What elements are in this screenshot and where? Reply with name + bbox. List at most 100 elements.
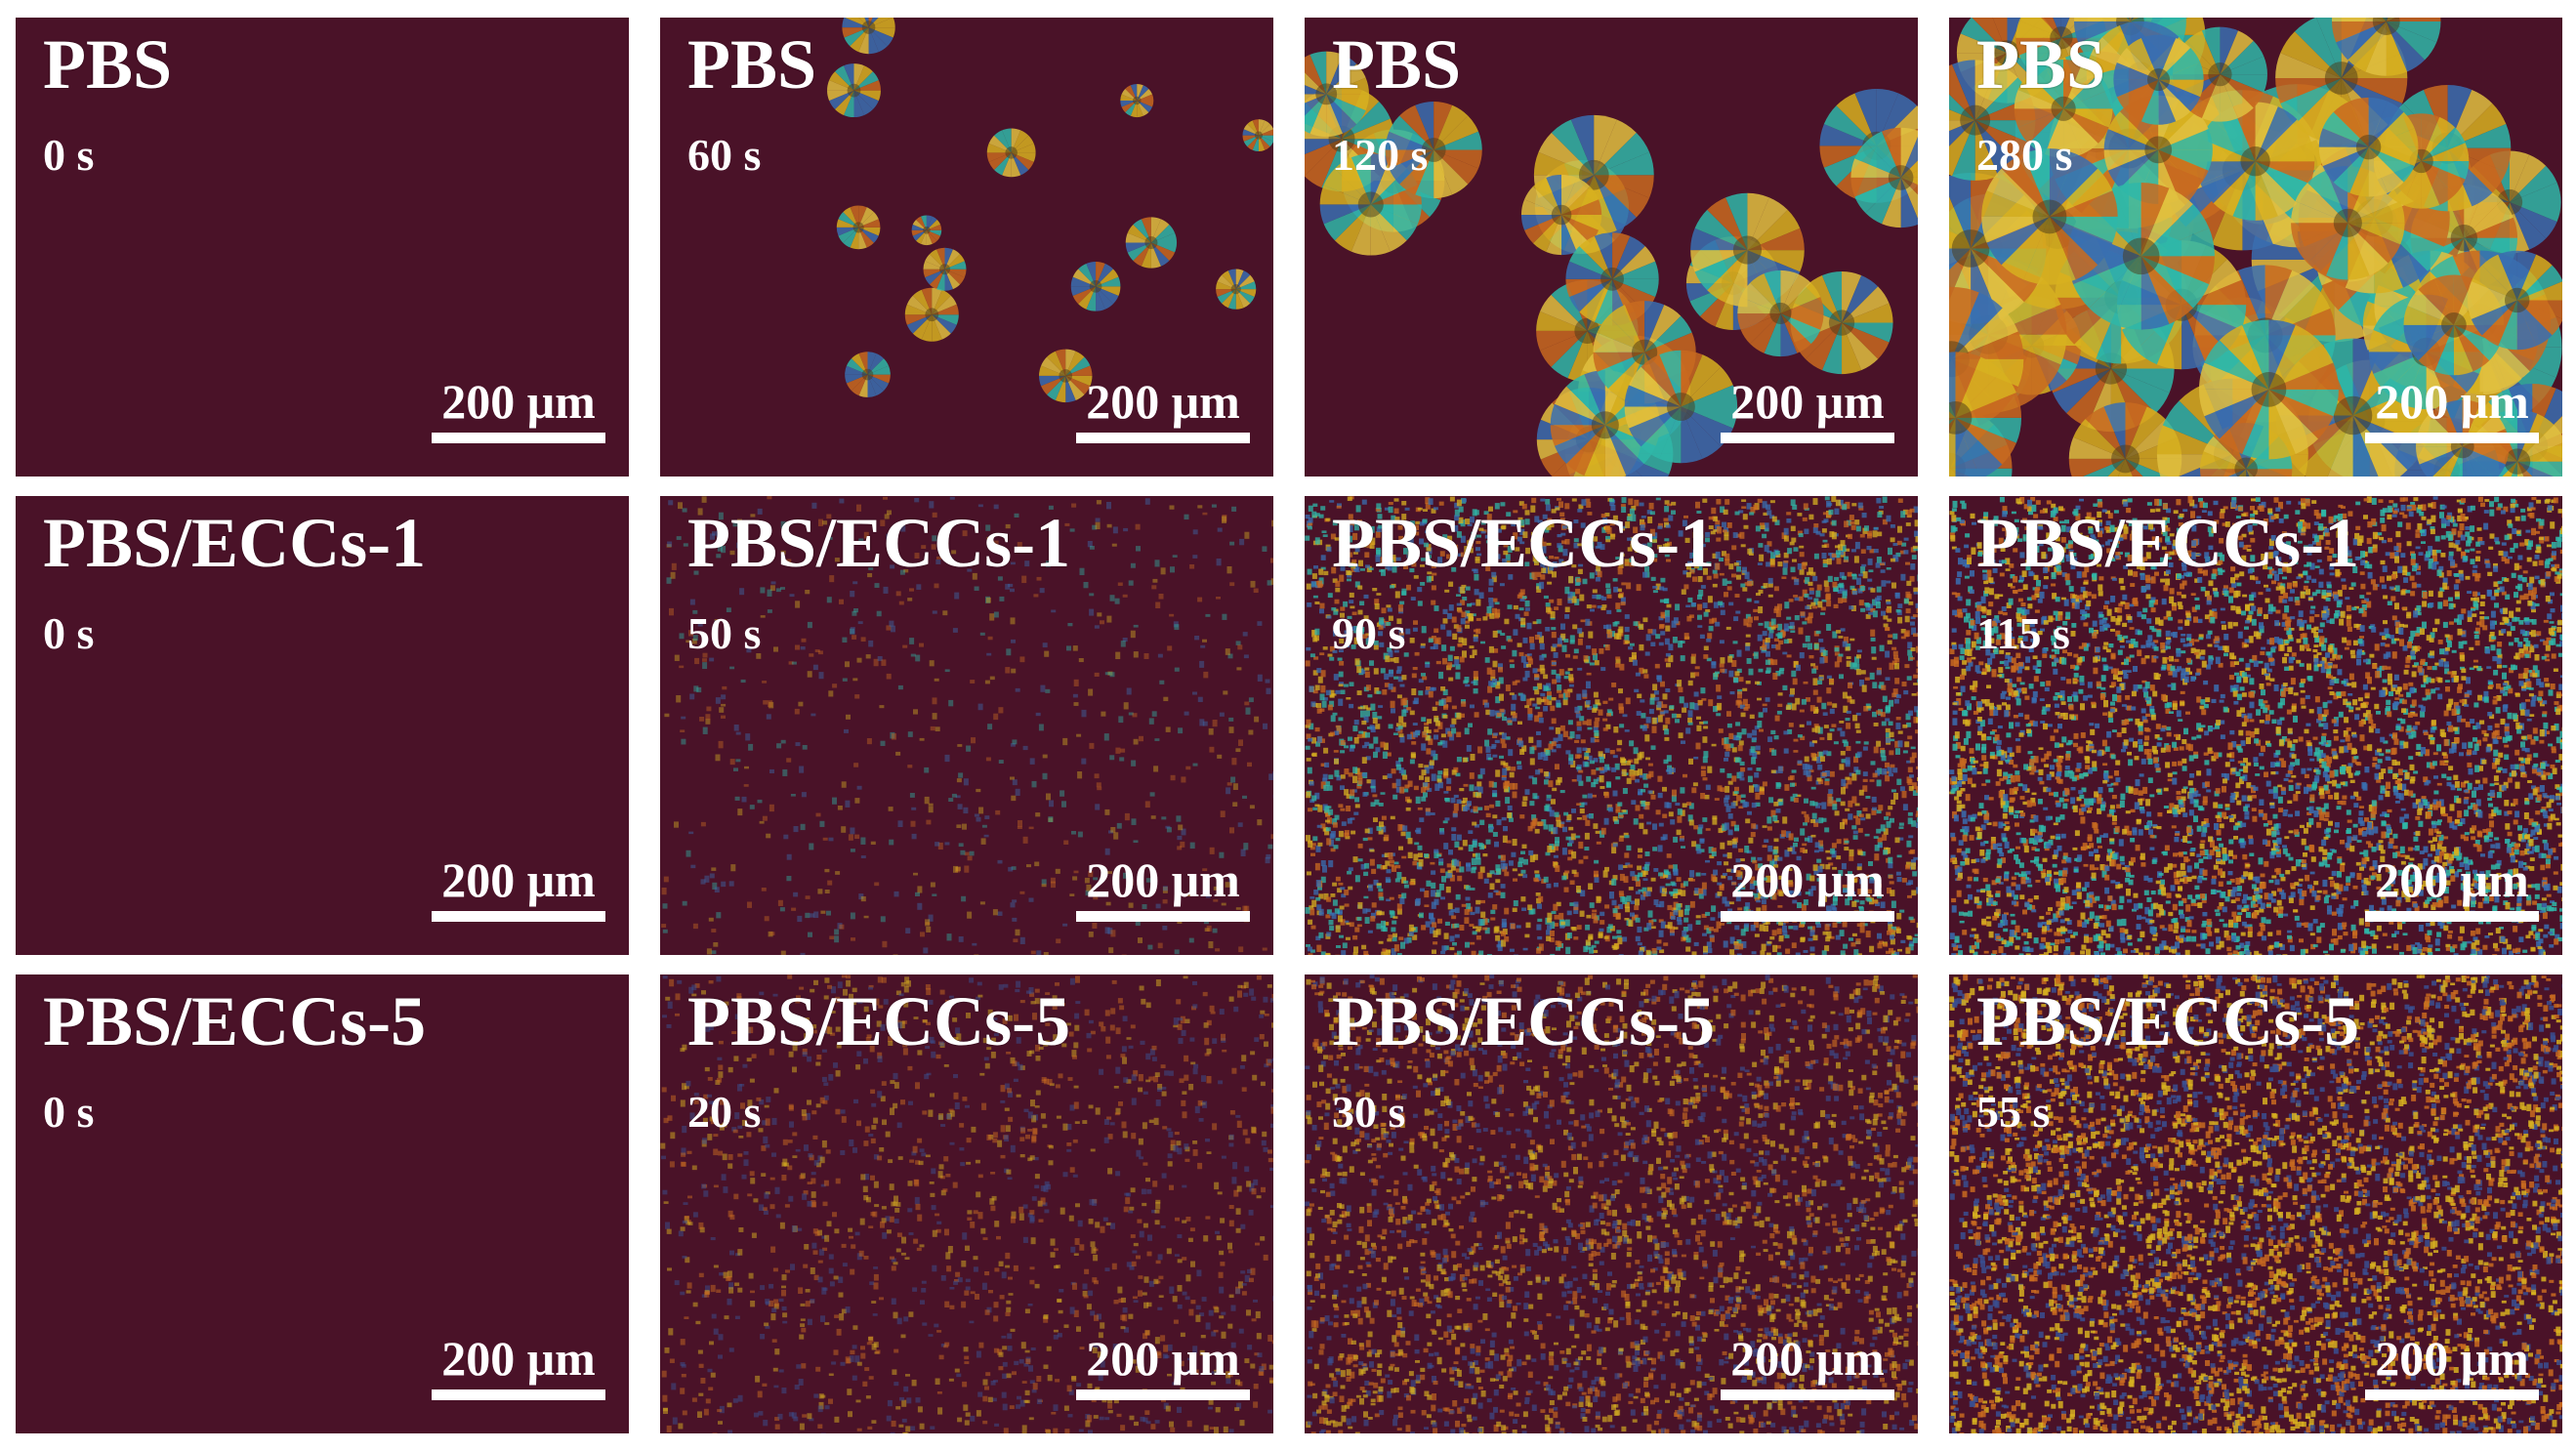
spherulite: [2332, 18, 2441, 76]
spherulite: [1690, 192, 1805, 308]
micrograph-image: [1305, 18, 1918, 477]
spherulite: [986, 128, 1036, 178]
sample-label: PBS/ECCs-5: [687, 986, 1070, 1057]
spherulite: [2291, 166, 2405, 280]
scale-bar: [1721, 911, 1894, 922]
crystal-texture: [1305, 974, 1918, 1433]
scale-bar-label: 200 μm: [2365, 1334, 2539, 1383]
sample-label: PBS/ECCs-1: [687, 508, 1070, 578]
sample-label: PBS/ECCs-5: [43, 986, 426, 1057]
spherulite: [2198, 319, 2339, 460]
sample-label: PBS/ECCs-1: [1976, 508, 2359, 578]
micrograph-image: [16, 496, 629, 955]
spherulite: [1216, 269, 1257, 310]
spherulite: [2113, 34, 2204, 125]
spherulite: [923, 247, 967, 291]
micrograph-image: [1949, 974, 2562, 1433]
sample-label: PBS/ECCs-1: [43, 508, 426, 578]
sample-label: PBS/ECCs-5: [1332, 986, 1715, 1057]
crystal-texture: [1949, 496, 2562, 955]
spherulite: [2014, 59, 2113, 158]
scale-bar-label: 200 μm: [1076, 855, 1250, 904]
panel-pbs-0s: PBS 0 s 200 μm: [16, 18, 629, 477]
panel-pbs-eccs1-90s: PBS/ECCs-1 90 s 200 μm: [1305, 496, 1918, 955]
panel-pbs-60s: PBS 60 s 200 μm: [660, 18, 1273, 477]
time-label: 0 s: [43, 611, 94, 656]
panel-pbs-eccs5-0s: PBS/ECCs-5 0 s 200 μm: [16, 974, 629, 1433]
time-label: 90 s: [1332, 611, 1405, 656]
scale-bar: [1721, 433, 1894, 443]
time-label: 30 s: [1332, 1090, 1405, 1135]
sample-label: PBS: [1332, 29, 1461, 100]
time-label: 280 s: [1976, 133, 2072, 178]
scale-bar: [1076, 911, 1250, 922]
micrograph-image: [660, 974, 1273, 1433]
spherulite: [1070, 262, 1121, 311]
spherulite: [827, 63, 881, 118]
scale-bar-label: 200 μm: [432, 1334, 605, 1383]
spherulite: [1520, 174, 1602, 256]
micrograph-image: [660, 18, 1273, 477]
scale-bar: [1076, 433, 1250, 443]
scale-bar-label: 200 μm: [1721, 855, 1894, 904]
scale-bar: [432, 911, 605, 922]
spherulite: [845, 352, 891, 397]
scale-bar-label: 200 μm: [2365, 855, 2539, 904]
panel-pbs-eccs1-0s: PBS/ECCs-1 0 s 200 μm: [16, 496, 629, 955]
spherulite: [2403, 274, 2505, 376]
micrograph-image: [1305, 496, 1918, 955]
panel-pbs-eccs5-20s: PBS/ECCs-5 20 s 200 μm: [660, 974, 1273, 1433]
time-label: 0 s: [43, 133, 94, 178]
scale-bar: [432, 1389, 605, 1400]
sample-label: PBS: [1976, 29, 2105, 100]
spherulite: [1949, 352, 2022, 477]
spherulite: [1039, 349, 1093, 403]
scale-bar-label: 200 μm: [1076, 377, 1250, 426]
micrograph-image: [16, 974, 629, 1433]
crystal-texture: [1305, 496, 1918, 955]
spherulite: [1305, 51, 1369, 138]
spherulite: [1242, 119, 1273, 152]
panel-pbs-eccs5-55s: PBS/ECCs-5 55 s 200 μm: [1949, 974, 2562, 1433]
melt-background: [16, 496, 629, 955]
scale-bar: [1076, 1389, 1250, 1400]
panel-pbs-eccs5-30s: PBS/ECCs-5 30 s 200 μm: [1305, 974, 1918, 1433]
spherulite: [1949, 60, 2036, 181]
panel-pbs-120s: PBS 120 s 200 μm: [1305, 18, 1918, 477]
spherulite: [1624, 350, 1738, 464]
melt-background: [16, 974, 629, 1433]
micrograph-image: [1949, 18, 2562, 477]
micrograph-image: [1305, 974, 1918, 1433]
panel-pbs-280s: PBS 280 s 200 μm: [1949, 18, 2562, 477]
time-label: 0 s: [43, 1090, 94, 1135]
micrograph-image: [660, 496, 1273, 955]
micrograph-image: [1949, 496, 2562, 955]
spherulite: [1125, 217, 1178, 269]
spherulite: [2068, 402, 2182, 477]
spherulite: [842, 18, 895, 55]
time-label: 120 s: [1332, 133, 1428, 178]
time-label: 50 s: [687, 611, 761, 656]
scale-bar: [432, 433, 605, 443]
scale-bar: [2365, 911, 2539, 922]
sample-label: PBS/ECCs-1: [1332, 508, 1715, 578]
spherulite: [1120, 84, 1154, 118]
time-label: 60 s: [687, 133, 761, 178]
melt-background: [16, 18, 629, 477]
spherulite: [1850, 127, 1918, 228]
time-label: 55 s: [1976, 1090, 2050, 1135]
spherulite: [911, 215, 942, 246]
sample-label: PBS: [687, 29, 816, 100]
spherulite: [1737, 269, 1824, 357]
scale-bar-label: 200 μm: [432, 855, 605, 904]
spherulite: [836, 205, 881, 250]
spherulite: [2318, 97, 2419, 197]
scale-bar-label: 200 μm: [1721, 1334, 1894, 1383]
panel-pbs-eccs1-115s: PBS/ECCs-1 115 s 200 μm: [1949, 496, 2562, 955]
time-label: 20 s: [687, 1090, 761, 1135]
spherulite: [2467, 250, 2562, 351]
panel-pbs-eccs1-50s: PBS/ECCs-1 50 s 200 μm: [660, 496, 1273, 955]
sample-label: PBS: [43, 29, 172, 100]
scale-bar: [2365, 1389, 2539, 1400]
